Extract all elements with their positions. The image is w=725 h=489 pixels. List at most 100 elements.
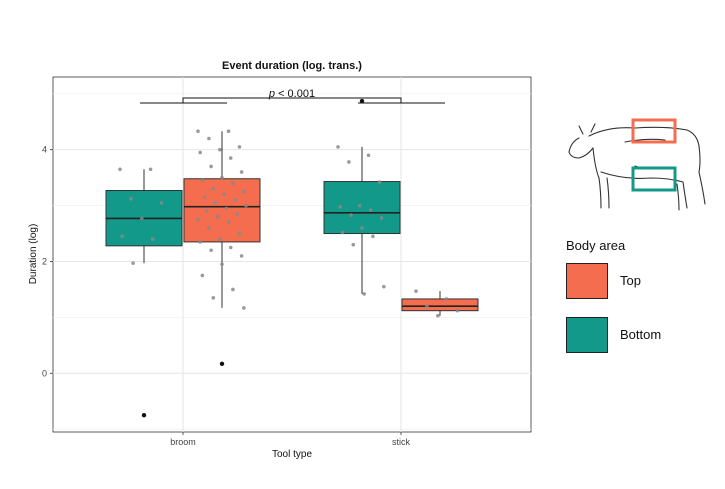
legend-swatch-top — [566, 263, 608, 299]
y-axis-label: Duration (log) — [28, 224, 39, 285]
data-point — [231, 287, 235, 292]
data-point — [207, 136, 211, 141]
y-tick-label: 2 — [42, 256, 47, 266]
data-point — [425, 304, 429, 309]
data-point — [118, 167, 122, 172]
data-point — [218, 237, 222, 241]
data-point — [351, 242, 356, 247]
x-axis: broom stick — [170, 432, 411, 447]
data-point — [360, 226, 364, 230]
data-point — [233, 198, 237, 202]
data-point — [226, 129, 231, 134]
box-bottom-stick — [323, 98, 401, 296]
box-bottom-broom — [105, 167, 183, 418]
data-point — [207, 226, 211, 230]
data-point — [368, 208, 373, 212]
data-point — [150, 237, 155, 241]
data-point — [198, 240, 202, 244]
data-point — [436, 313, 440, 318]
data-point — [131, 261, 135, 265]
box-iqr — [323, 181, 401, 235]
data-point — [382, 284, 386, 289]
legend-label-bottom: Bottom — [620, 327, 662, 342]
bottom-area-marker — [631, 166, 677, 192]
legend-label-top: Top — [620, 273, 641, 288]
data-point — [444, 297, 449, 301]
data-point — [347, 160, 351, 164]
data-point — [140, 216, 144, 221]
data-point — [198, 150, 202, 155]
data-point — [239, 170, 244, 174]
data-point — [239, 254, 244, 258]
data-point — [218, 147, 222, 152]
data-point — [211, 296, 216, 300]
data-point — [129, 197, 133, 201]
data-point — [242, 189, 246, 194]
data-point — [220, 262, 224, 267]
data-point — [349, 213, 353, 217]
chart-title: Event duration (log. trans.) — [222, 60, 362, 72]
box-iqr — [401, 298, 479, 312]
data-point — [377, 180, 382, 184]
data-point — [213, 200, 218, 205]
y-tick-label: 0 — [42, 368, 47, 378]
comparison-bracket — [182, 97, 402, 103]
data-point — [228, 156, 233, 160]
data-point — [209, 164, 213, 169]
data-point — [336, 145, 340, 149]
plot-panel — [52, 76, 532, 433]
x-tick-label: broom — [170, 437, 196, 447]
x-tick-label: stick — [392, 437, 411, 447]
data-point — [200, 178, 205, 183]
data-point — [211, 187, 216, 191]
boxplot-chart: Event duration (log. trans.) 0 2 4 broom st… — [28, 60, 532, 460]
data-point — [200, 273, 205, 278]
data-point — [204, 209, 209, 213]
data-point — [228, 245, 233, 250]
x-axis-label: Tool type — [272, 449, 312, 460]
y-axis: 0 2 4 — [42, 145, 53, 378]
box-iqr — [183, 178, 261, 243]
y-tick-label: 4 — [42, 145, 47, 155]
data-point — [220, 175, 224, 180]
data-point — [455, 308, 460, 313]
data-point — [338, 204, 342, 209]
box-top-broom — [183, 129, 261, 366]
data-point — [362, 292, 366, 296]
data-point — [231, 181, 235, 186]
data-point — [366, 153, 371, 158]
data-point — [414, 289, 418, 293]
data-point — [159, 200, 164, 205]
data-point — [215, 214, 220, 219]
data-point — [242, 306, 246, 310]
data-point — [379, 216, 384, 220]
data-point — [340, 230, 345, 235]
significance-annotation: p < 0.001 — [140, 88, 445, 104]
top-area-marker — [631, 118, 677, 144]
data-point — [148, 167, 153, 172]
legend-item-bottom: Bottom — [566, 317, 706, 357]
legend-swatch-bottom — [566, 317, 608, 353]
box-series — [105, 98, 479, 418]
data-point — [196, 217, 200, 222]
data-point — [237, 231, 242, 236]
box-top-stick — [401, 289, 479, 318]
data-point — [202, 195, 207, 199]
p-value-label: p < 0.001 — [268, 88, 315, 100]
data-point — [209, 248, 213, 253]
data-point — [371, 234, 375, 239]
data-point — [120, 234, 124, 239]
outlier-point — [141, 413, 147, 418]
outlier-point — [359, 98, 365, 104]
cow-body-areas-icon — [568, 118, 706, 211]
legend-item-top: Top — [566, 263, 706, 303]
outlier-point — [219, 361, 225, 366]
data-point — [237, 145, 242, 149]
data-point — [222, 192, 226, 197]
data-point — [224, 206, 229, 211]
data-point — [196, 129, 200, 134]
data-point — [226, 220, 231, 225]
data-point — [358, 203, 362, 208]
legend-title: Body area — [566, 238, 626, 253]
data-point — [235, 212, 240, 216]
